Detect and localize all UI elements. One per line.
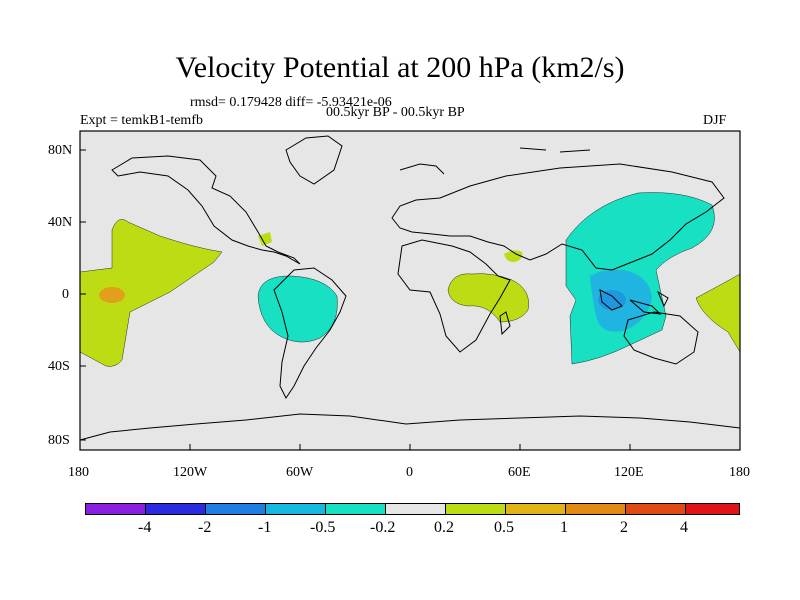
season-label: DJF bbox=[703, 113, 727, 128]
colorbar-box bbox=[265, 503, 326, 515]
contour-orange-core bbox=[99, 287, 125, 303]
coastline-south-america bbox=[273, 267, 347, 399]
lon-ticks bbox=[189, 444, 631, 450]
lon-label: 180 bbox=[729, 465, 750, 480]
coastline-eurasia bbox=[391, 163, 725, 271]
colorbar-box bbox=[685, 503, 740, 515]
lat-label: 40N bbox=[48, 215, 73, 230]
contour-positive-africa bbox=[447, 273, 529, 323]
colorbar-label: -4 bbox=[138, 519, 152, 536]
colorbar-label: 4 bbox=[680, 519, 688, 536]
lat-label: 0 bbox=[62, 287, 69, 302]
colorbar-box bbox=[325, 503, 386, 515]
coastlines bbox=[79, 135, 741, 441]
contour-positive-caribbean bbox=[258, 232, 272, 246]
colorbar-label: 0.2 bbox=[434, 519, 454, 536]
lat-label: 40S bbox=[48, 359, 70, 374]
colorbar-label: -1 bbox=[258, 519, 272, 536]
rmsd-stats: rmsd= 0.179428 diff= -5.93421e-06 bbox=[190, 95, 392, 110]
lon-label: 120E bbox=[614, 465, 644, 480]
contour-fills bbox=[79, 192, 741, 367]
coastline-indonesia bbox=[599, 289, 669, 315]
colorbar-label: -0.5 bbox=[310, 519, 336, 536]
map-title: Velocity Potential at 200 hPa (km2/s) bbox=[175, 51, 625, 84]
period-label: 00.5kyr BP - 00.5kyr BP bbox=[326, 105, 465, 120]
contour-negative-inner bbox=[598, 290, 626, 310]
colorbar-box bbox=[625, 503, 686, 515]
colorbar-box bbox=[205, 503, 266, 515]
colorbar-box bbox=[445, 503, 506, 515]
lat-ticks bbox=[80, 149, 86, 441]
colorbar-box bbox=[385, 503, 446, 515]
colorbar-label: 2 bbox=[620, 519, 628, 536]
contour-positive-central-pacific bbox=[79, 219, 223, 367]
experiment-label: Expt = temkB1-temfb bbox=[80, 113, 203, 128]
lat-label: 80N bbox=[48, 143, 73, 158]
coastline-arctic bbox=[399, 147, 591, 175]
coastline-africa bbox=[397, 239, 511, 353]
colorbar-box bbox=[505, 503, 566, 515]
coastline-australia bbox=[623, 311, 699, 365]
contour-negative-south-america bbox=[257, 275, 338, 343]
lon-label: 60W bbox=[286, 465, 314, 480]
lon-label: 0 bbox=[406, 465, 413, 480]
colorbar-label: 1 bbox=[560, 519, 568, 536]
colorbar-box bbox=[145, 503, 206, 515]
coastline-north-america bbox=[111, 155, 301, 265]
colorbar-label: 0.5 bbox=[494, 519, 514, 536]
colorbar-box bbox=[85, 503, 146, 515]
colorbar-box bbox=[565, 503, 626, 515]
lon-label: 60E bbox=[508, 465, 531, 480]
lon-label: 180 bbox=[68, 465, 89, 480]
coastline-greenland bbox=[285, 135, 343, 185]
contour-positive-arabia bbox=[504, 250, 523, 262]
contour-positive-east-pacific bbox=[695, 273, 741, 353]
colorbar-label: -0.2 bbox=[370, 519, 396, 536]
lon-label: 120W bbox=[173, 465, 208, 480]
coastline-madagascar bbox=[499, 311, 511, 336]
colorbar-label: -2 bbox=[198, 519, 212, 536]
lat-label: 80S bbox=[48, 433, 70, 448]
coastline-antarctica bbox=[79, 413, 741, 441]
